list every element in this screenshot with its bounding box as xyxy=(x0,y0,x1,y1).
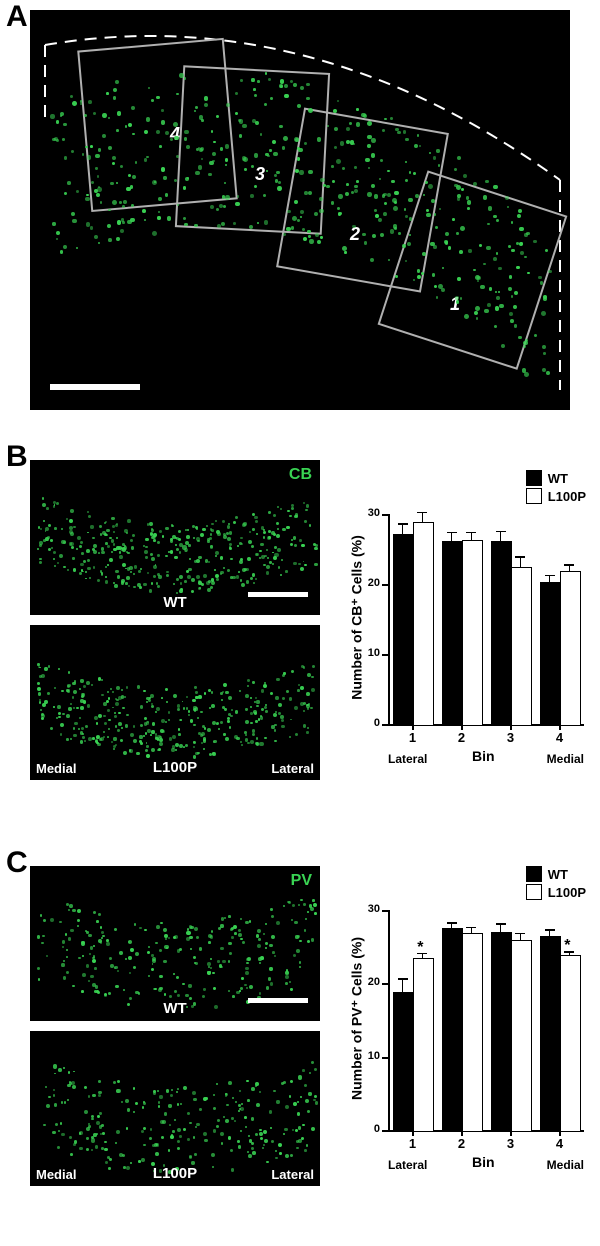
lateral-label-c: Lateral xyxy=(271,1167,314,1182)
x-medial-label: Medial xyxy=(547,1158,584,1172)
panel-b-mut-image: Medial L100P Lateral xyxy=(30,625,320,780)
legend-mut-box xyxy=(526,488,542,504)
figure-root: A 1 2 3 4 xyxy=(0,0,600,1246)
panel-c-wt-image: PV WT xyxy=(30,866,320,1021)
panel-c-scalebar xyxy=(248,998,308,1003)
panel-a-scalebar xyxy=(50,384,140,390)
bar xyxy=(491,932,513,1132)
y-axis-label: Number of PV⁺ Cells (%) xyxy=(349,934,366,1104)
legend-mut-label: L100P xyxy=(548,885,586,900)
chart-legend: WT L100P xyxy=(526,866,586,900)
panel-a-label: A xyxy=(6,0,28,34)
bar xyxy=(393,992,415,1132)
pv-marker-label: PV xyxy=(291,872,312,890)
bar xyxy=(462,933,484,1132)
bar xyxy=(560,571,582,726)
wt-label-c: WT xyxy=(163,1000,186,1017)
panel-b-scalebar xyxy=(248,592,308,597)
panel-c-mut-dots xyxy=(30,1031,320,1186)
bar xyxy=(442,541,464,726)
legend-mut-label: L100P xyxy=(548,489,586,504)
bar xyxy=(491,541,513,726)
panel-a-dots xyxy=(30,10,570,410)
x-axis-label: Bin xyxy=(472,748,495,764)
mut-label-b: L100P xyxy=(153,759,197,776)
panel-a-micrograph: 1 2 3 4 xyxy=(30,10,570,410)
significance-star: * xyxy=(564,937,570,955)
bar xyxy=(540,582,562,726)
y-axis-label: Number of CB⁺ Cells (%) xyxy=(349,533,366,703)
panel-b-label: B xyxy=(6,440,28,474)
bar xyxy=(511,940,533,1132)
panel-b-chart: 01020301234Number of CB⁺ Cells (%)Latera… xyxy=(340,470,590,780)
bar xyxy=(462,540,484,726)
panel-b-wt-image: CB WT xyxy=(30,460,320,615)
wt-label: WT xyxy=(163,594,186,611)
panel-c-mut-image: Medial L100P Lateral xyxy=(30,1031,320,1186)
panel-a: A 1 2 3 4 xyxy=(0,0,600,430)
bar xyxy=(560,955,582,1132)
x-axis-label: Bin xyxy=(472,1154,495,1170)
chart-legend: WT L100P xyxy=(526,470,586,504)
cb-marker-label: CB xyxy=(289,466,312,484)
lateral-label-b: Lateral xyxy=(271,761,314,776)
bar xyxy=(511,567,533,727)
legend-mut-box xyxy=(526,884,542,900)
panel-b: B CB WT Medial L100P Lateral 01020301234… xyxy=(0,440,600,840)
x-medial-label: Medial xyxy=(547,752,584,766)
panel-c-chart: 01020301234**Number of PV⁺ Cells (%)Late… xyxy=(340,866,590,1186)
legend-wt-box xyxy=(526,866,542,882)
medial-label-c: Medial xyxy=(36,1167,76,1182)
legend-wt-box xyxy=(526,470,542,486)
panel-b-mut-dots xyxy=(30,625,320,780)
bar xyxy=(393,534,415,726)
bar xyxy=(442,928,464,1132)
medial-label-b: Medial xyxy=(36,761,76,776)
significance-star: * xyxy=(417,939,423,957)
legend-wt-label: WT xyxy=(548,471,568,486)
panel-c: C PV WT Medial L100P Lateral 01020301234… xyxy=(0,846,600,1246)
bar xyxy=(413,958,435,1132)
x-lateral-label: Lateral xyxy=(388,752,427,766)
panel-c-label: C xyxy=(6,846,28,880)
bar xyxy=(540,936,562,1132)
legend-wt-label: WT xyxy=(548,867,568,882)
x-lateral-label: Lateral xyxy=(388,1158,427,1172)
bar xyxy=(413,522,435,726)
mut-label-c: L100P xyxy=(153,1165,197,1182)
